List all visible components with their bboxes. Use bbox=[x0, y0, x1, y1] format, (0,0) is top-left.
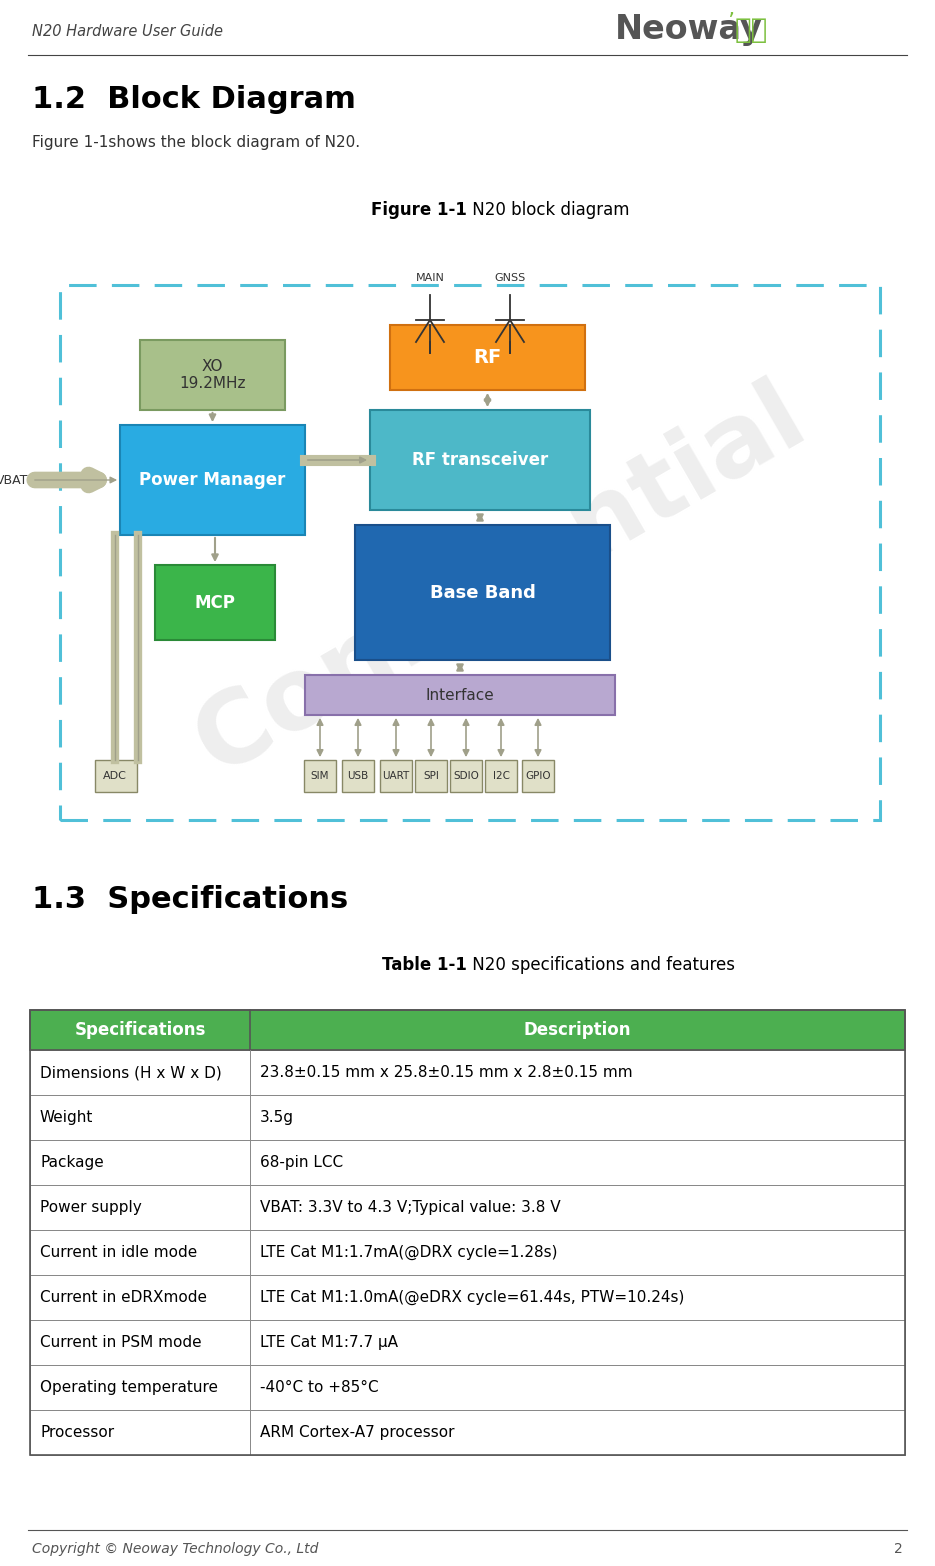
Text: Current in PSM mode: Current in PSM mode bbox=[40, 1334, 202, 1350]
Text: SPI: SPI bbox=[423, 770, 439, 781]
Bar bbox=[342, 760, 374, 792]
Bar bbox=[30, 1140, 905, 1185]
Text: N20 Hardware User Guide: N20 Hardware User Guide bbox=[32, 25, 223, 39]
Text: USB: USB bbox=[348, 770, 368, 781]
Text: N20 specifications and features: N20 specifications and features bbox=[467, 955, 735, 974]
Bar bbox=[95, 760, 137, 792]
Text: MCP: MCP bbox=[194, 594, 236, 611]
Text: Confidential: Confidential bbox=[179, 366, 821, 794]
Bar bbox=[485, 760, 517, 792]
Text: VBAT: VBAT bbox=[0, 473, 28, 487]
Bar bbox=[522, 760, 554, 792]
Bar bbox=[30, 1320, 905, 1366]
Text: 3.5g: 3.5g bbox=[260, 1110, 294, 1124]
Text: 1.3  Specifications: 1.3 Specifications bbox=[32, 885, 348, 915]
Bar bbox=[305, 675, 615, 716]
Text: UART: UART bbox=[382, 770, 410, 781]
Text: Interface: Interface bbox=[425, 687, 495, 703]
Text: ’: ’ bbox=[727, 13, 734, 31]
Text: Specifications: Specifications bbox=[74, 1021, 206, 1038]
Text: Current in eDRXmode: Current in eDRXmode bbox=[40, 1290, 207, 1304]
Bar bbox=[415, 760, 447, 792]
Text: Neoway: Neoway bbox=[615, 14, 763, 47]
Bar bbox=[380, 760, 412, 792]
Text: VBAT: 3.3V to 4.3 V;Typical value: 3.8 V: VBAT: 3.3V to 4.3 V;Typical value: 3.8 V bbox=[260, 1200, 561, 1215]
Text: 68-pin LCC: 68-pin LCC bbox=[260, 1156, 343, 1170]
Bar bbox=[120, 424, 305, 536]
Text: Table 1-1: Table 1-1 bbox=[382, 955, 467, 974]
Text: LTE Cat M1:1.7mA(@DRX cycle=1.28s): LTE Cat M1:1.7mA(@DRX cycle=1.28s) bbox=[260, 1245, 557, 1261]
Text: SIM: SIM bbox=[310, 770, 329, 781]
Text: Processor: Processor bbox=[40, 1425, 114, 1441]
Bar bbox=[30, 1010, 905, 1455]
Text: ADC: ADC bbox=[103, 770, 127, 781]
Bar bbox=[304, 760, 336, 792]
Text: Current in idle mode: Current in idle mode bbox=[40, 1245, 197, 1261]
Bar bbox=[30, 1275, 905, 1320]
Bar bbox=[155, 565, 275, 640]
Bar bbox=[140, 340, 285, 410]
Text: Operating temperature: Operating temperature bbox=[40, 1380, 218, 1395]
Text: ARM Cortex-A7 processor: ARM Cortex-A7 processor bbox=[260, 1425, 454, 1441]
Text: N20 block diagram: N20 block diagram bbox=[467, 200, 629, 219]
Bar bbox=[30, 1366, 905, 1409]
Text: SDIO: SDIO bbox=[453, 770, 479, 781]
Bar bbox=[390, 326, 585, 390]
Bar bbox=[30, 1010, 905, 1049]
Bar bbox=[30, 1229, 905, 1275]
Text: GPIO: GPIO bbox=[525, 770, 551, 781]
Bar bbox=[30, 1049, 905, 1095]
Text: Power Manager: Power Manager bbox=[139, 471, 286, 489]
Text: -40°C to +85°C: -40°C to +85°C bbox=[260, 1380, 379, 1395]
Text: RF: RF bbox=[473, 348, 501, 366]
Text: LTE Cat M1:7.7 μA: LTE Cat M1:7.7 μA bbox=[260, 1334, 398, 1350]
Text: 有方: 有方 bbox=[735, 16, 769, 44]
Text: Power supply: Power supply bbox=[40, 1200, 142, 1215]
Text: 23.8±0.15 mm x 25.8±0.15 mm x 2.8±0.15 mm: 23.8±0.15 mm x 25.8±0.15 mm x 2.8±0.15 m… bbox=[260, 1065, 633, 1081]
Text: 1.2  Block Diagram: 1.2 Block Diagram bbox=[32, 86, 356, 114]
Bar bbox=[370, 410, 590, 511]
Bar bbox=[30, 1185, 905, 1229]
Bar bbox=[30, 1095, 905, 1140]
Text: Package: Package bbox=[40, 1156, 104, 1170]
Text: Figure 1-1shows the block diagram of N20.: Figure 1-1shows the block diagram of N20… bbox=[32, 136, 360, 150]
Text: 2: 2 bbox=[894, 1543, 903, 1557]
Text: Base Band: Base Band bbox=[429, 584, 536, 601]
Text: LTE Cat M1:1.0mA(@eDRX cycle=61.44s, PTW=10.24s): LTE Cat M1:1.0mA(@eDRX cycle=61.44s, PTW… bbox=[260, 1290, 684, 1304]
Text: I2C: I2C bbox=[493, 770, 510, 781]
Text: Figure 1-1: Figure 1-1 bbox=[371, 200, 467, 219]
Bar bbox=[450, 760, 482, 792]
Bar bbox=[60, 285, 880, 821]
Text: XO
19.2MHz: XO 19.2MHz bbox=[180, 359, 246, 392]
Text: Copyright © Neoway Technology Co., Ltd: Copyright © Neoway Technology Co., Ltd bbox=[32, 1543, 319, 1557]
Text: RF transceiver: RF transceiver bbox=[412, 451, 548, 468]
Bar bbox=[30, 1010, 905, 1049]
Text: Description: Description bbox=[524, 1021, 631, 1038]
Text: Dimensions (H x W x D): Dimensions (H x W x D) bbox=[40, 1065, 222, 1081]
Bar bbox=[355, 525, 610, 659]
Text: MAIN: MAIN bbox=[415, 272, 444, 283]
Bar bbox=[30, 1409, 905, 1455]
Text: GNSS: GNSS bbox=[495, 272, 525, 283]
Text: Weight: Weight bbox=[40, 1110, 94, 1124]
